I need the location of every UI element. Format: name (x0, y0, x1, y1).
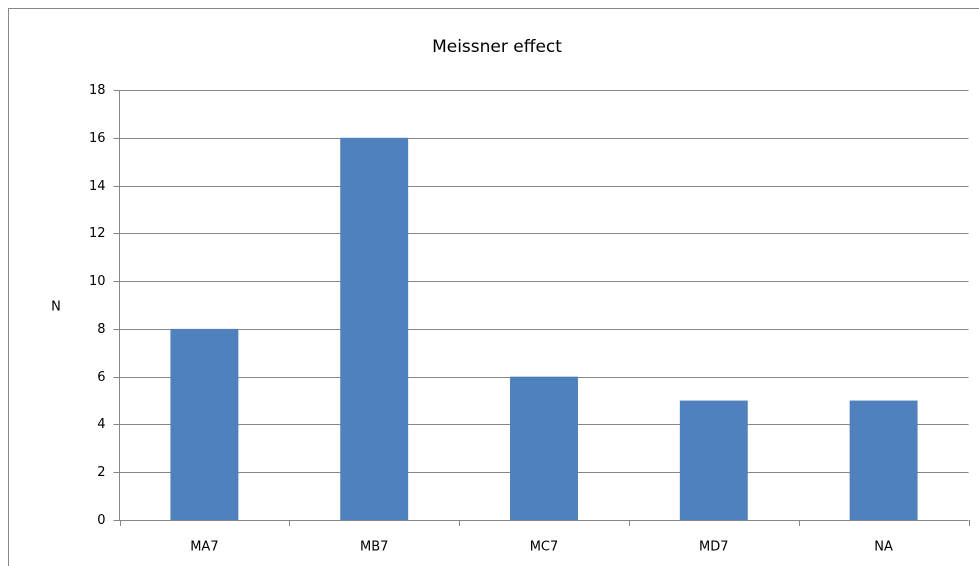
y-tick-label: 6 (97, 370, 105, 385)
y-tick-label: 2 (97, 465, 105, 480)
y-tick-label: 4 (97, 417, 105, 432)
x-tick-label: MA7 (190, 540, 218, 555)
y-tick-label: 18 (89, 83, 106, 98)
x-tick-label: MC7 (530, 540, 559, 555)
y-tick-label: 14 (89, 179, 106, 194)
bar (849, 400, 918, 520)
x-tick-label: MB7 (360, 540, 388, 555)
x-tick-label: MD7 (699, 540, 729, 555)
chart-border (8, 8, 979, 566)
chart-title: Meissner effect (432, 37, 562, 57)
y-tick-label: 12 (89, 226, 106, 241)
x-tick-label: NA (874, 540, 893, 555)
bar (510, 376, 578, 520)
y-tick-label: 16 (89, 131, 106, 146)
y-tick-label: 8 (97, 322, 105, 337)
y-axis-label: N (51, 300, 61, 315)
bar (170, 328, 239, 520)
y-tick-label: 10 (89, 274, 106, 289)
bar (679, 400, 748, 520)
bar (340, 137, 409, 520)
y-tick-label: 0 (97, 513, 105, 528)
